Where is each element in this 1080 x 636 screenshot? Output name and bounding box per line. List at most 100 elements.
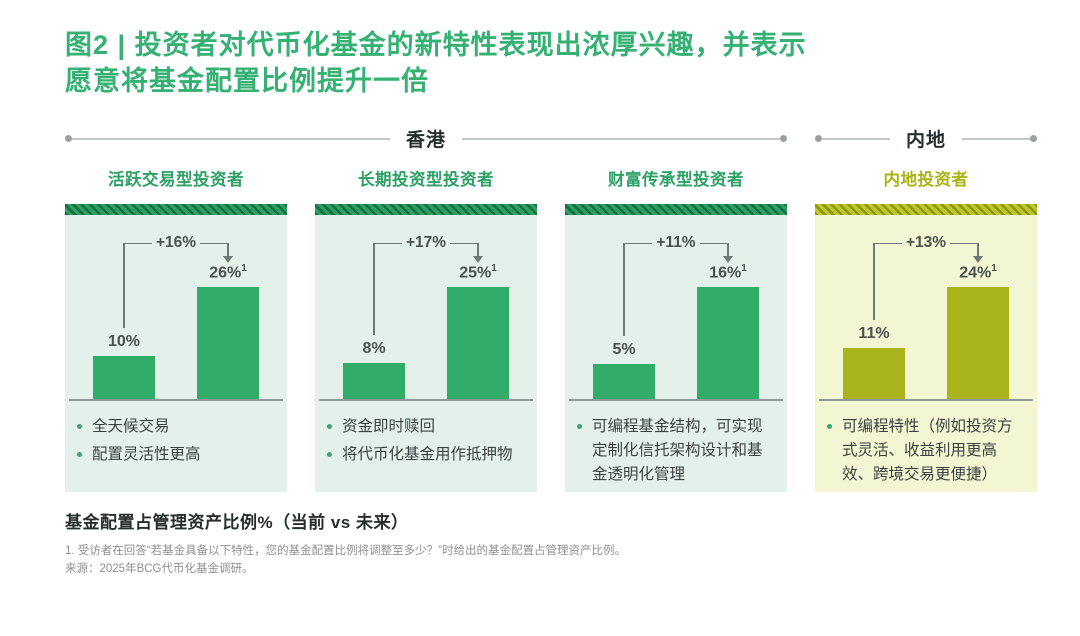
current-value-label: 10% — [107, 333, 141, 351]
bar-chart: +13% 11% 24%1 — [819, 215, 1033, 402]
panel-title: 长期投资型投资者 — [358, 171, 494, 190]
future-footnote-marker: 1 — [491, 262, 497, 274]
bullet-dot-icon — [327, 424, 332, 430]
bullet-dot-icon — [327, 452, 332, 458]
figure-title-line1: 图2 | 投资者对代币化基金的新特性表现出浓厚兴趣，并表示 — [65, 30, 807, 60]
delta-label: +16% — [151, 234, 201, 252]
future-value-label: 16%1 — [688, 263, 768, 282]
panel-body: +11% 5% 16%1 可编程基金结构，可实现定制化信托架构设计和基金透明化管… — [565, 215, 787, 493]
future-bar — [197, 287, 259, 400]
delta-label-wrap: +13% — [874, 234, 978, 252]
divider-line — [462, 137, 781, 140]
divider-line — [822, 137, 890, 140]
source-note: 来源：2025年BCG代币化基金调研。 — [65, 562, 254, 575]
panel-body: +13% 11% 24%1 可编程特性（例如投资方式灵活、收益利用更高效、跨境交… — [815, 215, 1037, 493]
arrow-down-icon — [473, 256, 483, 264]
arrow-line — [727, 243, 729, 257]
panels-row: 活跃交易型投资者 +16% 10% 26%1 全天候交易 配置灵活性更高 — [65, 166, 1037, 493]
region-label-hongkong: 香港 — [406, 130, 447, 152]
bullet-text: 配置灵活性更高 — [92, 446, 201, 464]
future-value-label: 24%1 — [938, 263, 1018, 282]
investor-panel: 内地投资者 +13% 11% 24%1 可编程特性（例如投资方式灵活、收益利用更… — [815, 166, 1037, 493]
future-footnote-marker: 1 — [991, 262, 997, 274]
divider-endpoint-dot — [1030, 135, 1038, 143]
delta-label-wrap: +11% — [624, 234, 728, 252]
delta-label-wrap: +16% — [124, 234, 228, 252]
panel-hatch-bar — [315, 204, 537, 216]
figure-title-line2: 愿意将基金配置比例提升一倍 — [65, 65, 429, 96]
arrow-down-icon — [973, 256, 983, 264]
bracket-left-line — [623, 243, 625, 337]
future-footnote-marker: 1 — [241, 262, 247, 274]
bullet-item: 资金即时赎回 — [327, 415, 525, 439]
bullet-item: 全天候交易 — [77, 415, 275, 439]
divider-line — [72, 137, 390, 140]
arrow-line — [477, 243, 479, 257]
current-bar — [593, 364, 655, 400]
bracket-left-line — [373, 243, 375, 336]
region-divider-row: 香港 内地 — [65, 125, 1038, 152]
divider-endpoint-dot — [65, 135, 72, 143]
axis-note: 基金配置占管理资产比例%（当前 vs 未来） — [65, 513, 409, 533]
panel-title: 财富传承型投资者 — [608, 171, 744, 190]
bullet-dot-icon — [77, 424, 82, 430]
bullet-item: 可编程特性（例如投资方式灵活、收益利用更高效、跨境交易更便捷） — [827, 415, 1025, 487]
figure-page: 图2 | 投资者对代币化基金的新特性表现出浓厚兴趣，并表示 愿意将基金配置比例提… — [0, 28, 1080, 636]
delta-label: +11% — [652, 234, 700, 252]
future-value-text: 25% — [459, 264, 492, 282]
delta-label-wrap: +17% — [374, 234, 478, 252]
region-divider-mainland: 内地 — [815, 125, 1038, 152]
bullet-text: 将代币化基金用作抵押物 — [342, 446, 513, 464]
bullet-list: 可编程特性（例如投资方式灵活、收益利用更高效、跨境交易更便捷） — [815, 401, 1037, 487]
bullet-dot-icon — [827, 424, 832, 430]
arrow-down-icon — [723, 256, 733, 264]
divider-endpoint-dot — [815, 135, 822, 143]
panel-card: +17% 8% 25%1 资金即时赎回将代币化基金用作抵押物 — [315, 204, 537, 493]
panel-hatch-bar — [815, 204, 1037, 216]
future-bar — [447, 287, 509, 400]
panel-hatch-bar — [565, 204, 787, 216]
footnotes: 1. 受访者在回答“若基金具备以下特性，您的基金配置比例将调整至多少？”时给出的… — [65, 543, 1037, 578]
bullet-list: 资金即时赎回将代币化基金用作抵押物 — [315, 401, 537, 467]
bullet-item: 配置灵活性更高 — [77, 443, 275, 467]
panel-hatch-bar — [65, 204, 287, 216]
divider-line — [962, 137, 1031, 140]
future-bar — [697, 287, 759, 400]
future-value-text: 26% — [209, 264, 242, 282]
bullet-text: 可编程特性（例如投资方式灵活、收益利用更高效、跨境交易更便捷） — [842, 418, 1013, 484]
investor-panel: 财富传承型投资者 +11% 5% 16%1 可编程基金结构，可实现定制化信托架构… — [565, 166, 787, 493]
bar-chart: +17% 8% 25%1 — [319, 215, 533, 402]
bullet-list: 可编程基金结构，可实现定制化信托架构设计和基金透明化管理 — [565, 401, 787, 487]
bullet-text: 可编程基金结构，可实现定制化信托架构设计和基金透明化管理 — [592, 418, 763, 484]
bar-chart: +16% 10% 26%1 — [69, 215, 283, 402]
current-value-label: 11% — [858, 325, 890, 343]
current-bar — [93, 356, 155, 400]
arrow-line — [977, 243, 979, 257]
footnote-1: 1. 受访者在回答“若基金具备以下特性，您的基金配置比例将调整至多少？”时给出的… — [65, 545, 626, 558]
panel-card: +16% 10% 26%1 全天候交易配置灵活性更高 — [65, 204, 287, 493]
bullet-item: 可编程基金结构，可实现定制化信托架构设计和基金透明化管理 — [577, 415, 775, 487]
bullet-dot-icon — [77, 452, 82, 458]
future-footnote-marker: 1 — [741, 262, 747, 274]
future-bar — [947, 287, 1009, 400]
region-divider-hongkong: 香港 — [65, 125, 788, 152]
investor-panel: 活跃交易型投资者 +16% 10% 26%1 全天候交易配置灵活性更高 — [65, 166, 287, 493]
bracket-left-line — [873, 243, 875, 321]
bullet-text: 全天候交易 — [92, 418, 170, 436]
panel-card: +13% 11% 24%1 可编程特性（例如投资方式灵活、收益利用更高效、跨境交… — [815, 204, 1037, 493]
panel-body: +16% 10% 26%1 全天候交易配置灵活性更高 — [65, 215, 287, 493]
current-value-label: 5% — [612, 341, 636, 359]
bullet-list: 全天候交易配置灵活性更高 — [65, 401, 287, 467]
panel-body: +17% 8% 25%1 资金即时赎回将代币化基金用作抵押物 — [315, 215, 537, 493]
panel-title: 内地投资者 — [883, 171, 969, 190]
future-value-text: 16% — [709, 264, 742, 282]
bullet-item: 将代币化基金用作抵押物 — [327, 443, 525, 467]
panel-title: 活跃交易型投资者 — [108, 171, 244, 190]
current-value-label: 8% — [362, 340, 386, 358]
bullet-text: 资金即时赎回 — [342, 418, 436, 436]
future-value-label: 26%1 — [188, 263, 268, 282]
delta-label: +13% — [901, 234, 951, 252]
arrow-line — [227, 243, 229, 257]
arrow-down-icon — [223, 256, 233, 264]
investor-panel: 长期投资型投资者 +17% 8% 25%1 资金即时赎回将代币化基金用作抵押物 — [315, 166, 537, 493]
